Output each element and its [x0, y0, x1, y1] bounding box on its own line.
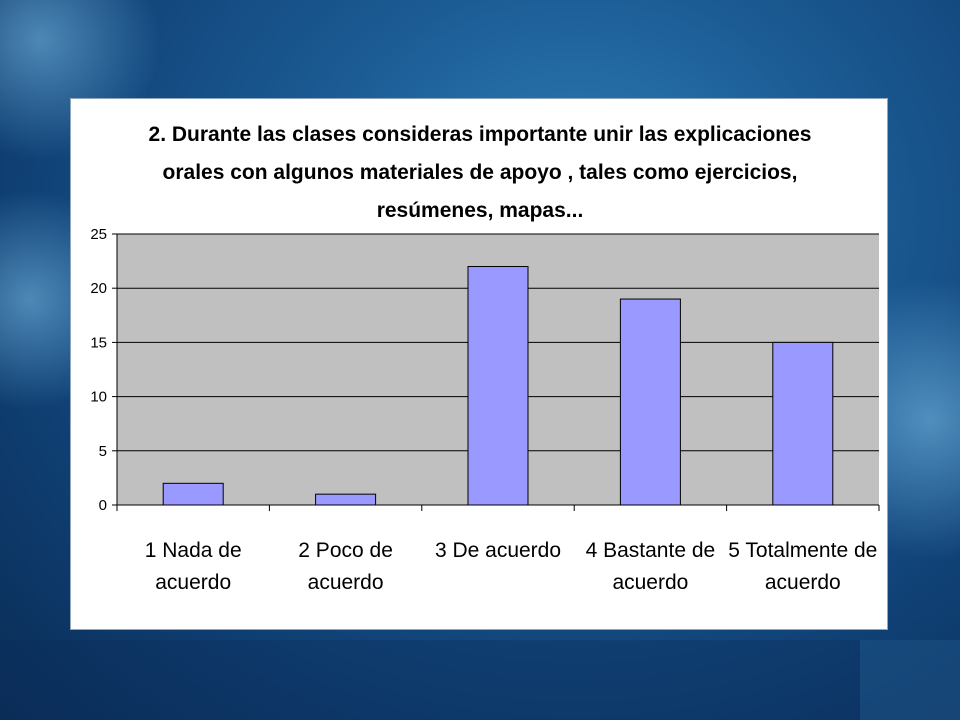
bar-3 [467, 266, 529, 506]
y-tick-label-25: 25 [90, 226, 107, 243]
bars [162, 266, 834, 506]
chart-title-line-1: 2. Durante las clases consideras importa… [149, 123, 812, 146]
bar-2 [315, 493, 377, 506]
x-label-4-line-1: 4 Bastante de [586, 539, 716, 562]
y-tick-label-10: 10 [90, 389, 107, 406]
bar-chart: 2. Durante las clases consideras importa… [90, 123, 880, 594]
x-label-3-line-1: 3 De acuerdo [435, 539, 561, 562]
y-tick-label-15: 15 [90, 334, 107, 351]
chart-title-line-2: orales con algunos materiales de apoyo ,… [163, 161, 798, 184]
chart-panel: 2. Durante las clases consideras importa… [70, 98, 888, 630]
x-label-1-line-2: acuerdo [155, 571, 231, 594]
y-tick-label-20: 20 [90, 280, 107, 297]
bar-5 [772, 341, 834, 506]
x-axis-labels: 1 Nada de acuerdo 2 Poco de acuerdo 3 De acu… [145, 539, 878, 594]
chart-title: 2. Durante las clases consideras importa… [149, 123, 812, 222]
axes [116, 234, 880, 511]
bar-4 [619, 298, 681, 506]
y-axis-ticks: 0 5 10 15 20 25 [90, 226, 117, 514]
x-label-5-line-2: acuerdo [765, 571, 841, 594]
x-label-2-line-1: 2 Poco de [298, 539, 393, 562]
x-label-5-line-1: 5 Totalmente de [728, 539, 877, 562]
bar-1 [162, 482, 224, 506]
x-label-2-line-2: acuerdo [308, 571, 384, 594]
chart-title-line-3: resúmenes, mapas... [377, 199, 584, 222]
y-tick-label-0: 0 [99, 497, 107, 514]
x-label-1-line-1: 1 Nada de [145, 539, 242, 562]
y-tick-label-5: 5 [99, 443, 107, 460]
x-label-4-line-2: acuerdo [612, 571, 688, 594]
